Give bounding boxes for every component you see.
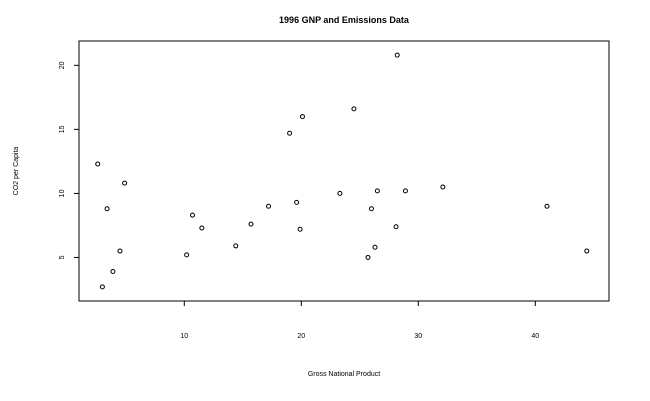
data-point: [266, 203, 272, 209]
y-axis: 5 10 15 20: [59, 61, 80, 259]
data-point: [117, 248, 123, 254]
data-point: [351, 106, 357, 112]
y-tick-label: 20: [59, 61, 66, 69]
data-point: [394, 52, 400, 58]
data-point: [233, 243, 239, 249]
data-point: [122, 180, 128, 186]
data-point: [184, 252, 190, 258]
data-point: [365, 254, 371, 260]
data-point: [199, 225, 205, 231]
chart-title: 1996 GNP and Emissions Data: [279, 15, 410, 25]
data-point: [544, 203, 550, 209]
y-tick-label: 5: [59, 255, 66, 259]
data-point: [299, 114, 305, 120]
data-point: [372, 244, 378, 250]
data-point: [248, 221, 254, 227]
data-point: [99, 284, 105, 290]
plot-area: [78, 40, 610, 302]
data-point: [104, 206, 110, 212]
y-tick-label: 15: [59, 125, 66, 133]
x-tick-label: 30: [414, 333, 422, 340]
x-axis: 10 20 30 40: [180, 300, 539, 340]
data-point: [440, 184, 446, 190]
data-point: [287, 130, 293, 136]
data-point: [294, 199, 300, 205]
data-points: [95, 52, 590, 290]
data-point: [297, 226, 303, 232]
data-point: [110, 269, 116, 275]
x-tick-label: 40: [531, 333, 539, 340]
x-tick-label: 20: [297, 333, 305, 340]
x-axis-label: Gross National Product: [308, 371, 380, 378]
data-point: [374, 188, 380, 194]
data-point: [189, 212, 195, 218]
data-point: [95, 161, 101, 167]
data-point: [584, 248, 590, 254]
data-point: [393, 224, 399, 230]
x-tick-label: 10: [180, 333, 188, 340]
data-point: [368, 206, 374, 212]
data-point: [337, 190, 343, 196]
y-axis-label: CO2 per Capita: [13, 147, 20, 196]
data-point: [402, 188, 408, 194]
y-tick-label: 10: [59, 189, 66, 197]
